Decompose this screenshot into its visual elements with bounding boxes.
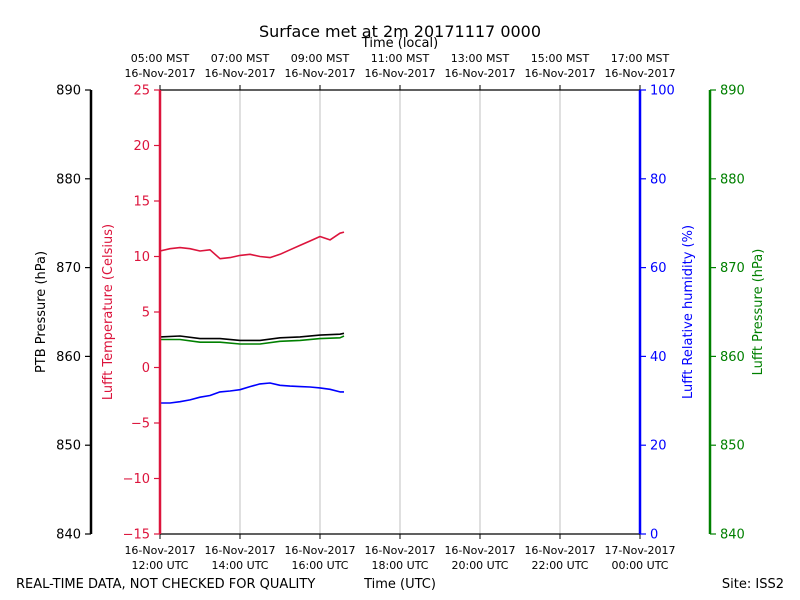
temperature-axis-tick-label: 0	[142, 361, 150, 376]
ptb-pressure-line	[159, 332, 345, 342]
humidity-axis-label: Lufft Relative humidity (%)	[681, 225, 696, 399]
humidity-axis-tick-label: 40	[650, 350, 667, 365]
top-tick-time: 17:00 MST	[611, 52, 670, 65]
axes: 16-Nov-2017 12:00 UTC 16-Nov-2017 14:00 UTC…	[56, 52, 745, 572]
x-tick-date: 16-Nov-2017	[204, 544, 275, 557]
lufft-pressure-axis-tick-label: 890	[720, 84, 745, 99]
temperature-axis-tick-label: 15	[133, 195, 150, 210]
humidity-axis-tick-label: 100	[650, 84, 675, 99]
top-tick-date: 16-Nov-2017	[204, 67, 275, 80]
humidity-axis-tick-label: 20	[650, 439, 667, 454]
top-tick-time: 11:00 MST	[371, 52, 430, 65]
lufft-pressure-axis-label: Lufft Pressure (hPa)	[751, 249, 766, 376]
top-tick-time: 07:00 MST	[211, 52, 270, 65]
x-tick-time: 16:00 UTC	[291, 559, 348, 572]
lufft-pressure-axis-tick-label: 840	[720, 528, 745, 543]
lufft-pressure-axis-tick-label: 860	[720, 350, 745, 365]
temperature-axis-tick-label: 25	[133, 84, 150, 99]
x-tick-date: 16-Nov-2017	[444, 544, 515, 557]
top-tick-date: 16-Nov-2017	[444, 67, 515, 80]
lufft-relative-humidity-line	[160, 382, 344, 404]
humidity-axis-tick-label: 60	[650, 261, 667, 276]
x-tick-date: 16-Nov-2017	[364, 544, 435, 557]
top-tick-date: 16-Nov-2017	[364, 67, 435, 80]
x-tick-time: 14:00 UTC	[211, 559, 268, 572]
top-tick-time: 05:00 MST	[131, 52, 190, 65]
ptb-axis-tick-label: 880	[56, 172, 81, 187]
ptb-axis-tick-label: 870	[56, 261, 81, 276]
top-tick-date: 16-Nov-2017	[604, 67, 675, 80]
ptb-axis-tick-label: 890	[56, 84, 81, 99]
top-tick-time: 13:00 MST	[451, 52, 510, 65]
ptb-axis-tick-label: 850	[56, 439, 81, 454]
quality-disclaimer: REAL-TIME DATA, NOT CHECKED FOR QUALITY	[16, 577, 315, 592]
ptb-axis-label: PTB Pressure (hPa)	[34, 251, 49, 373]
ptb-axis-tick-label: 840	[56, 528, 81, 543]
x-tick-date: 16-Nov-2017	[124, 544, 195, 557]
chart-title: Surface met at 2m 20171117 0000	[259, 22, 541, 41]
humidity-axis-tick-label: 80	[650, 172, 667, 187]
x-tick-time: 12:00 UTC	[131, 559, 188, 572]
temperature-axis-tick-label: −15	[123, 528, 150, 543]
humidity-axis-tick-label: 0	[650, 528, 658, 543]
lufft-pressure-axis-tick-label: 870	[720, 261, 745, 276]
top-tick-date: 16-Nov-2017	[524, 67, 595, 80]
temperature-axis-tick-label: 5	[142, 306, 150, 321]
x-tick-time: 20:00 UTC	[451, 559, 508, 572]
top-tick-time: 15:00 MST	[531, 52, 590, 65]
x-axis-label: Time (UTC)	[363, 577, 436, 592]
lufft-pressure-axis-tick-label: 850	[720, 439, 745, 454]
x-tick-date: 16-Nov-2017	[524, 544, 595, 557]
vertical-gridlines	[239, 90, 561, 534]
temperature-axis-tick-label: −10	[123, 472, 150, 487]
x-tick-date: 17-Nov-2017	[604, 544, 675, 557]
x-tick-time: 22:00 UTC	[531, 559, 588, 572]
top-tick-time: 09:00 MST	[291, 52, 350, 65]
x-tick-time: 00:00 UTC	[611, 559, 668, 572]
top-axis-label: Time (local)	[361, 36, 438, 51]
temperature-axis-tick-label: −5	[131, 417, 150, 432]
lufft-temperature-line	[159, 231, 345, 260]
x-tick-time: 18:00 UTC	[371, 559, 428, 572]
temperature-axis-tick-label: 20	[133, 139, 150, 154]
top-tick-date: 16-Nov-2017	[284, 67, 355, 80]
top-tick-date: 16-Nov-2017	[124, 67, 195, 80]
site-label: Site: ISS2	[722, 577, 784, 592]
x-tick-date: 16-Nov-2017	[284, 544, 355, 557]
temperature-axis-tick-label: 10	[133, 250, 150, 265]
lufft-pressure-line	[160, 335, 345, 345]
ptb-axis-tick-label: 860	[56, 350, 81, 365]
lufft-pressure-axis-tick-label: 880	[720, 172, 745, 187]
temperature-axis-label: Lufft Temperature (Celsius)	[101, 224, 116, 400]
series-lines	[159, 231, 345, 404]
